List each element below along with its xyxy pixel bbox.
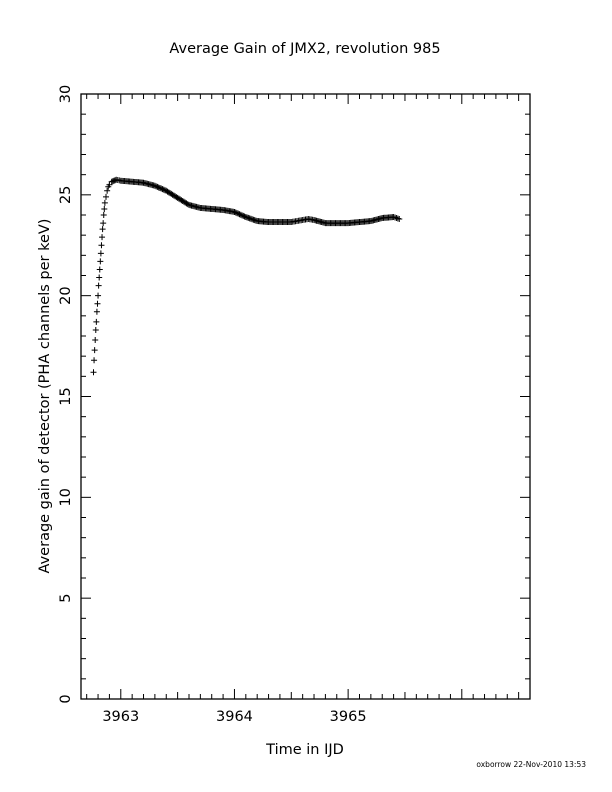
data-point	[156, 184, 163, 191]
data-point	[99, 234, 106, 241]
data-point	[158, 185, 165, 192]
data-point	[97, 258, 104, 265]
data-point	[394, 215, 401, 222]
data-point	[231, 208, 238, 215]
data-point	[232, 209, 239, 216]
data-point	[96, 266, 103, 273]
chart-title: Average Gain of JMX2, revolution 985	[169, 41, 440, 57]
data-point	[392, 214, 399, 221]
data-point	[97, 250, 104, 257]
data-point	[233, 210, 240, 217]
data-point	[237, 211, 244, 218]
data-point	[99, 226, 106, 233]
data-point	[91, 357, 98, 364]
y-axis-label: Average gain of detector (PHA channels p…	[37, 219, 53, 574]
data-point	[100, 220, 107, 227]
data-point	[92, 337, 99, 344]
data-point	[153, 183, 160, 190]
data-point	[95, 282, 102, 289]
data-point	[239, 212, 246, 219]
y-tick-label: 10	[58, 488, 74, 506]
data-point	[160, 186, 167, 193]
data-point	[103, 193, 110, 200]
data-point	[396, 216, 403, 223]
data-point	[95, 292, 102, 299]
data-point	[90, 369, 97, 376]
data-point	[161, 187, 168, 194]
y-tick-label: 15	[58, 387, 74, 405]
x-axis-label: Time in IJD	[265, 742, 344, 758]
data-point	[235, 210, 242, 217]
data-point	[100, 212, 107, 218]
y-axis-ticks: 0 5 10 15 20 25 30	[58, 85, 530, 704]
data-point	[240, 212, 247, 219]
data-point	[241, 213, 248, 220]
data-point	[236, 211, 243, 218]
data-point	[94, 300, 101, 307]
data-point	[390, 214, 397, 221]
data-point	[154, 183, 161, 190]
data-point	[93, 318, 100, 325]
y-tick-label: 0	[58, 694, 74, 703]
footer-stamp: oxborrow 22-Nov-2010 13:53	[476, 760, 586, 769]
y-tick-label: 25	[58, 186, 74, 204]
data-point	[184, 201, 191, 208]
y-tick-label: 20	[58, 286, 74, 304]
data-point	[104, 187, 111, 194]
data-point	[93, 308, 100, 315]
data-point	[393, 215, 400, 222]
data-points	[90, 176, 403, 376]
data-point	[155, 184, 162, 191]
x-tick-label: 3963	[102, 709, 139, 725]
data-point	[101, 205, 108, 212]
y-tick-label: 30	[58, 85, 74, 103]
y-tick-label: 5	[58, 594, 74, 603]
data-point	[96, 274, 103, 281]
x-tick-label: 3964	[216, 709, 253, 725]
data-point	[159, 186, 166, 193]
data-point	[98, 242, 105, 249]
data-point	[91, 347, 98, 354]
data-point	[151, 182, 158, 189]
data-point	[106, 181, 113, 188]
x-tick-label: 3965	[330, 709, 367, 725]
x-axis-ticks: 3963 3964 3965	[86, 94, 531, 725]
data-point	[101, 199, 108, 206]
data-point	[92, 326, 99, 333]
